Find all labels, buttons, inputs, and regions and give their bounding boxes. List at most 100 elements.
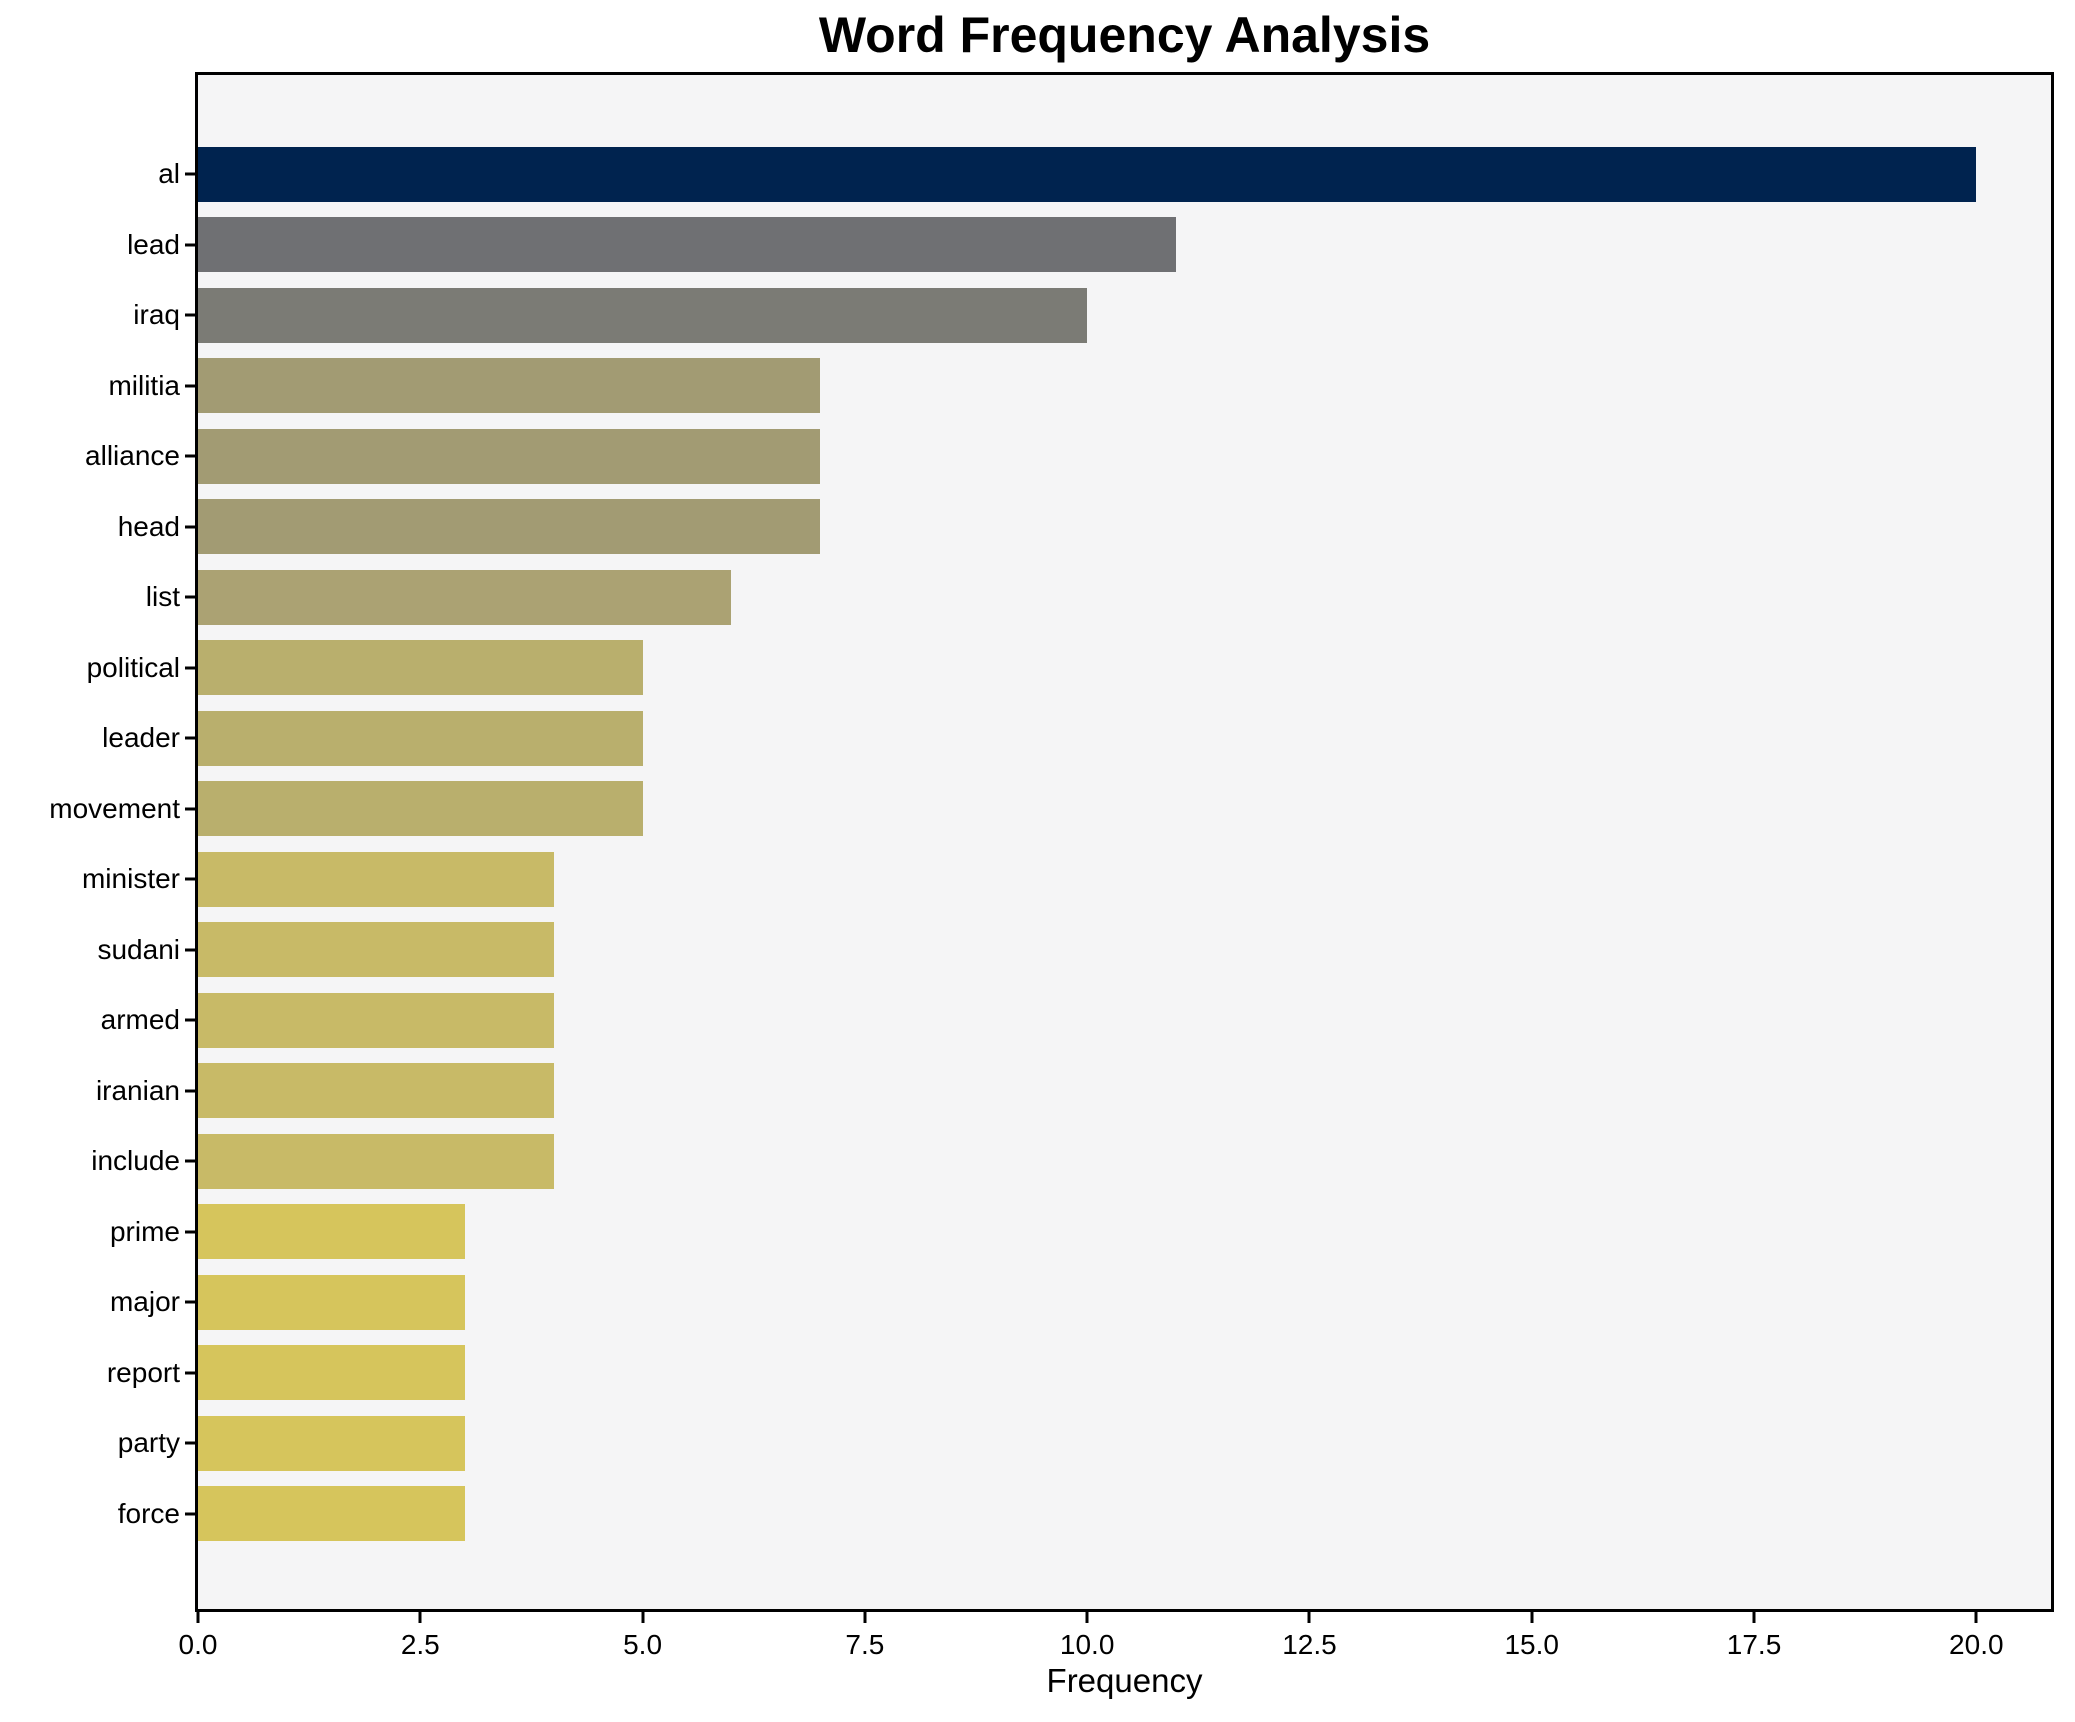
y-tick-mark — [185, 1441, 195, 1445]
y-tick-mark — [185, 666, 195, 670]
y-tick-label: al — [158, 158, 180, 190]
y-tick-label: iraq — [133, 299, 180, 331]
y-tick-mark — [185, 172, 195, 176]
bar-row: leader — [102, 703, 2051, 774]
y-tick-label: minister — [81, 863, 180, 895]
y-tick-label: prime — [109, 1215, 180, 1247]
bar — [198, 1415, 465, 1471]
y-tick-label: political — [86, 651, 180, 683]
x-tick-label: 20.0 — [1949, 1629, 2004, 1660]
x-tick-label: 2.5 — [400, 1629, 440, 1660]
y-tick-mark — [185, 1089, 195, 1093]
bar-row: list — [146, 562, 2051, 633]
y-tick-label: party — [117, 1427, 180, 1459]
chart-title: Word Frequency Analysis — [818, 7, 1431, 63]
bar-row: include — [91, 1126, 2051, 1197]
bar — [198, 1274, 465, 1330]
bar-row: movement — [49, 774, 2051, 845]
y-tick-label: major — [109, 1286, 180, 1318]
x-axis-label: Frequency — [1046, 1662, 1203, 1699]
y-tick-mark — [185, 948, 195, 952]
x-tick-mark — [863, 1612, 867, 1623]
bar — [198, 1133, 554, 1189]
x-tick-label: 15.0 — [1504, 1629, 1559, 1660]
bar — [198, 358, 821, 414]
y-tick-mark — [185, 1018, 195, 1022]
y-tick-mark — [185, 595, 195, 599]
y-tick-mark — [185, 877, 195, 881]
bar — [198, 428, 821, 484]
y-tick-mark — [185, 243, 195, 247]
x-tick-label: 7.5 — [845, 1629, 885, 1660]
bar-row: prime — [110, 1197, 2051, 1268]
bars-container: al lead iraq militia alliance head list politic… — [49, 139, 2051, 1550]
y-tick-mark — [185, 1159, 195, 1163]
bar-row: party — [118, 1408, 2051, 1479]
y-tick-mark — [185, 1300, 195, 1304]
bar-row: report — [107, 1338, 2051, 1409]
y-tick-mark — [185, 1512, 195, 1516]
bar — [198, 287, 1088, 343]
bar — [198, 1063, 554, 1119]
bar — [198, 922, 554, 978]
bar-row: head — [118, 492, 2051, 563]
bar — [198, 992, 554, 1048]
x-tick-mark — [641, 1612, 645, 1623]
x-tick-mark — [418, 1612, 422, 1623]
y-tick-label: force — [117, 1497, 180, 1529]
y-tick-mark — [185, 454, 195, 458]
y-tick-label: movement — [49, 792, 180, 824]
x-axis: 0.0 2.5 5.0 7.5 10.0 12.5 15.0 17.5 20.0 — [179, 1612, 2051, 1682]
bar — [198, 1204, 465, 1260]
x-tick-label: 10.0 — [1059, 1629, 1115, 1660]
x-tick-mark — [1085, 1612, 1089, 1623]
bar — [198, 499, 821, 555]
y-tick-mark — [185, 313, 195, 317]
bar-row: major — [110, 1267, 2051, 1338]
x-tick-label: 5.0 — [623, 1629, 663, 1660]
y-tick-mark — [185, 384, 195, 388]
bar-row: minister — [82, 844, 2051, 915]
bar — [198, 851, 554, 907]
y-tick-label: list — [145, 581, 180, 613]
bar — [198, 569, 732, 625]
y-tick-label: leader — [102, 722, 180, 754]
y-tick-label: head — [117, 510, 180, 542]
bar-row: armed — [101, 985, 2051, 1056]
bar — [198, 146, 1977, 202]
plot-area: al lead iraq militia alliance head list politic… — [49, 72, 2054, 1612]
y-tick-label: alliance — [85, 440, 180, 472]
y-tick-label: lead — [127, 228, 180, 260]
y-tick-label: sudani — [97, 933, 180, 965]
x-tick-label: 12.5 — [1282, 1629, 1337, 1660]
bar-row: political — [87, 633, 2051, 704]
x-tick-mark — [1752, 1612, 1756, 1623]
x-tick-label: 17.5 — [1726, 1629, 1782, 1660]
y-tick-label: armed — [100, 1004, 180, 1036]
y-tick-label: militia — [108, 369, 180, 401]
y-tick-mark — [185, 736, 195, 740]
y-tick-mark — [185, 807, 195, 811]
bar — [198, 1486, 465, 1542]
bar-row: iraq — [133, 280, 2051, 351]
bar-row: force — [118, 1479, 2051, 1550]
bar-row: sudani — [97, 915, 2051, 986]
bar — [198, 781, 643, 837]
bar — [198, 640, 643, 696]
y-tick-mark — [185, 1371, 195, 1375]
bar — [198, 217, 1177, 273]
bar — [198, 710, 643, 766]
y-tick-mark — [185, 1230, 195, 1234]
bar — [198, 1345, 465, 1401]
x-tick-label: 0.0 — [178, 1629, 218, 1660]
bar-row: iranian — [96, 1056, 2051, 1127]
x-tick-mark — [1974, 1612, 1978, 1623]
bar-row: al — [158, 139, 2051, 210]
x-tick-mark — [196, 1612, 200, 1623]
x-tick-mark — [1530, 1612, 1534, 1623]
bar-row: alliance — [85, 421, 2051, 492]
y-tick-label: report — [106, 1356, 180, 1388]
bar-row: lead — [127, 210, 2051, 281]
y-tick-mark — [185, 525, 195, 529]
